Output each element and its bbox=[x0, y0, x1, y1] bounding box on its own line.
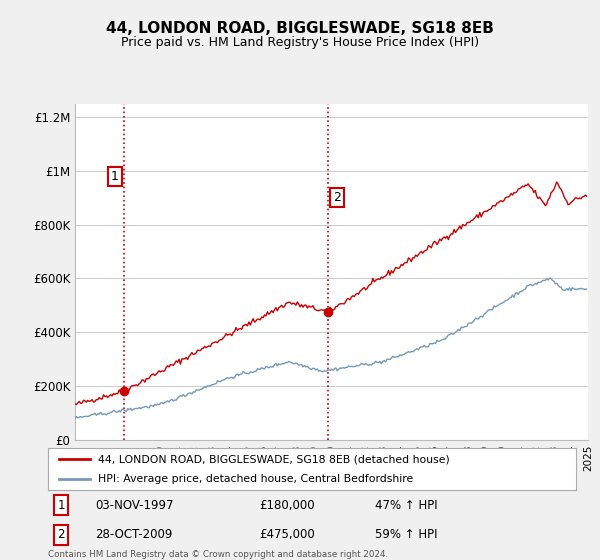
Text: Price paid vs. HM Land Registry's House Price Index (HPI): Price paid vs. HM Land Registry's House … bbox=[121, 36, 479, 49]
Text: Contains HM Land Registry data © Crown copyright and database right 2024.
This d: Contains HM Land Registry data © Crown c… bbox=[48, 550, 388, 560]
Text: 1: 1 bbox=[111, 170, 119, 183]
Text: 2: 2 bbox=[58, 528, 65, 542]
Text: 28-OCT-2009: 28-OCT-2009 bbox=[95, 528, 173, 542]
Text: 1: 1 bbox=[58, 498, 65, 512]
Text: 47% ↑ HPI: 47% ↑ HPI bbox=[376, 498, 438, 512]
Text: 44, LONDON ROAD, BIGGLESWADE, SG18 8EB (detached house): 44, LONDON ROAD, BIGGLESWADE, SG18 8EB (… bbox=[98, 454, 450, 464]
Text: 44, LONDON ROAD, BIGGLESWADE, SG18 8EB: 44, LONDON ROAD, BIGGLESWADE, SG18 8EB bbox=[106, 21, 494, 36]
Text: HPI: Average price, detached house, Central Bedfordshire: HPI: Average price, detached house, Cent… bbox=[98, 474, 413, 484]
Text: 03-NOV-1997: 03-NOV-1997 bbox=[95, 498, 174, 512]
Text: 59% ↑ HPI: 59% ↑ HPI bbox=[376, 528, 438, 542]
Text: 2: 2 bbox=[333, 191, 341, 204]
Text: £180,000: £180,000 bbox=[259, 498, 315, 512]
Text: £475,000: £475,000 bbox=[259, 528, 315, 542]
